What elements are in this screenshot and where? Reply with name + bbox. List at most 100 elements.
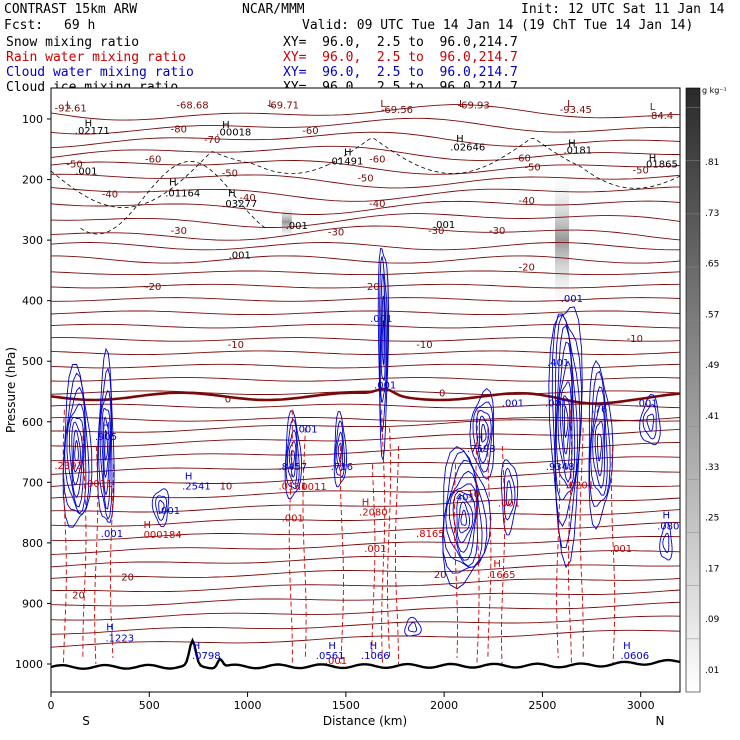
colorbar-tick-.09: .09 xyxy=(705,615,720,625)
cloud-water-contour xyxy=(158,499,165,514)
contour-label: L xyxy=(567,99,573,110)
contour-label: L xyxy=(268,99,274,110)
contour-label: 10 xyxy=(467,489,480,500)
rain-water-contour xyxy=(109,464,114,658)
contour-label: .0606 xyxy=(620,651,649,662)
rain-water-contour xyxy=(453,464,458,658)
temperature-contour xyxy=(51,417,680,422)
cloud-water-contour xyxy=(379,273,387,403)
cloud-water-contour xyxy=(588,370,611,507)
cloud-water-contour xyxy=(284,410,302,500)
cloud-water-contour xyxy=(563,405,569,439)
contour-label: H xyxy=(370,641,378,652)
contour-label: H xyxy=(185,471,193,482)
contour-label: .1223 xyxy=(105,634,134,645)
x-tick-label-0: 0 xyxy=(48,699,55,712)
temperature-contour xyxy=(51,577,680,593)
contour-label: .0011 xyxy=(84,479,113,490)
contour-label: -69.93 xyxy=(457,101,489,112)
cloud-water-contour xyxy=(103,416,110,479)
cloud-water-contour xyxy=(559,381,572,471)
contour-label: .001 xyxy=(229,250,251,261)
contour-label: -60 xyxy=(515,153,531,164)
temperature-contour xyxy=(51,350,680,356)
contour-label: .001 xyxy=(561,294,583,305)
contour-label: .001 xyxy=(75,167,97,178)
contour-label: -10 xyxy=(228,340,244,351)
y-axis-title: Pressure (hPa) xyxy=(4,347,18,433)
cloud-water-contour xyxy=(286,429,298,486)
contour-label: H xyxy=(228,189,236,200)
contour-label: .02646 xyxy=(450,142,485,153)
snow-contour xyxy=(51,137,680,208)
cloud-water-contour xyxy=(377,247,390,461)
fcst-value: 69 h xyxy=(64,18,96,33)
cloud-water-contour xyxy=(592,403,605,489)
cloud-water-contour xyxy=(480,424,487,443)
cloud-water-contour xyxy=(68,416,85,499)
cloud-water-contour xyxy=(96,347,115,524)
temperature-contour xyxy=(51,117,680,135)
rain-water-contour xyxy=(288,409,293,665)
contour-label: .001 xyxy=(433,220,455,231)
contour-label: H xyxy=(102,421,110,432)
contour-label: .2541 xyxy=(182,482,211,493)
cloud-water-contour xyxy=(472,401,494,473)
contour-label: .000184 xyxy=(140,530,181,541)
temperature-contour xyxy=(51,564,680,579)
contour-label: H xyxy=(493,559,501,570)
contour-label: .8165 xyxy=(416,529,445,540)
temperature-contour xyxy=(51,442,680,462)
model-title: CONTRAST 15km ARW xyxy=(4,2,138,17)
contour-label: .001 xyxy=(370,314,392,325)
temperature-contour xyxy=(51,456,680,475)
temperature-contour xyxy=(51,390,680,395)
contour-label: H xyxy=(568,138,576,149)
cloud-water-contour xyxy=(594,420,604,477)
colorbar-tick-.33: .33 xyxy=(705,463,719,473)
contour-label: L xyxy=(380,99,386,110)
contour-label: H xyxy=(344,147,352,158)
rain-water-contour xyxy=(567,409,572,665)
cloud-water-contour xyxy=(74,439,79,462)
colorbar-tick-.57: .57 xyxy=(705,310,719,320)
cloud-water-contours xyxy=(62,247,673,637)
temperature-contour xyxy=(51,323,680,329)
rain-water-contour xyxy=(579,427,584,658)
contour-label: -60 xyxy=(369,155,385,166)
x-tick-label-500: 500 xyxy=(139,699,160,712)
field-rain-name: Rain water mixing ratio xyxy=(6,50,187,65)
cloud-water-contour xyxy=(66,403,86,508)
contour-label: .905 xyxy=(95,432,117,443)
field-snow-name: Snow mixing ratio xyxy=(6,35,140,50)
institution: NCAR/MMM xyxy=(242,2,305,17)
y-tick-label-600: 600 xyxy=(22,416,43,429)
y-tick-label-300: 300 xyxy=(22,234,43,247)
contour-label: H xyxy=(662,511,670,522)
contour-label: .03277 xyxy=(222,199,257,210)
contour-label: L xyxy=(66,101,72,112)
contour-label: .0181 xyxy=(563,146,592,157)
contour-label: .01164 xyxy=(165,189,200,200)
terrain-surface xyxy=(51,637,680,670)
contour-label: .0011 xyxy=(298,482,327,493)
colorbar-tick-.25: .25 xyxy=(705,514,719,524)
cloud-water-contour xyxy=(288,441,297,478)
colorbar-tick-.81: .81 xyxy=(705,158,719,168)
contour-label: H xyxy=(649,153,657,164)
temperature-contour xyxy=(51,428,680,447)
temperature-contour xyxy=(51,186,680,202)
temperature-contour xyxy=(51,470,680,487)
contour-label: -69.71 xyxy=(267,101,299,112)
contour-label: .001 xyxy=(502,399,524,410)
temperature-contour xyxy=(51,589,680,607)
temperature-contour xyxy=(51,131,680,149)
cloud-water-contour xyxy=(478,415,490,453)
y-tick-label-700: 700 xyxy=(22,476,43,489)
cloud-water-contour xyxy=(452,490,476,553)
cloud-water-contour xyxy=(98,367,113,521)
contour-label: .401 xyxy=(453,493,475,504)
cloud-water-contour xyxy=(448,483,478,561)
contour-label: .1066 xyxy=(361,651,390,662)
